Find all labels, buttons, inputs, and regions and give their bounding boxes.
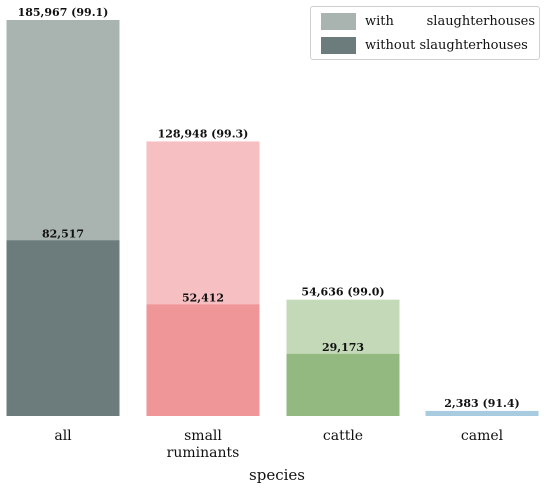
legend-label-with-rest: slaughterhouses [426, 13, 535, 29]
legend-item-without: without slaughterhouses [321, 35, 528, 55]
label-without-cattle: 29,173 [322, 341, 364, 354]
legend-swatch-with [321, 12, 356, 30]
bar-with-camel [425, 410, 539, 416]
legend-label-without: without slaughterhouses [365, 37, 528, 53]
legend: with slaughterhouses without slaughterho… [310, 6, 540, 60]
legend-label-with: with slaughterhouses [365, 14, 535, 29]
bar-without-small-ruminants [146, 304, 260, 416]
label-with-all: 185,967 (99.1) [18, 6, 109, 19]
label-with-cattle: 54,636 (99.0) [301, 286, 384, 299]
bar-without-all [6, 240, 120, 416]
legend-swatch-without [321, 36, 356, 54]
legend-item-with: with slaughterhouses [321, 11, 535, 31]
tick-label-all: all [54, 428, 72, 444]
label-without-small-ruminants: 52,412 [182, 291, 224, 304]
tick-label-cattle: cattle [323, 428, 363, 444]
label-with-camel: 2,383 (91.4) [444, 397, 519, 410]
x-axis-label: species [249, 466, 305, 484]
x-tick-labels-group: all small ruminants cattle camel [54, 428, 503, 461]
tick-label-camel: camel [461, 428, 504, 444]
label-without-all: 82,517 [42, 227, 84, 240]
data-labels-group: 185,967 (99.1) 82,517 128,948 (99.3) 52,412… [18, 6, 520, 410]
tick-label-small-ruminants: small ruminants [167, 428, 240, 461]
legend-label-with-word: with [365, 13, 394, 29]
bar-without-cattle [286, 353, 400, 416]
bars-group [6, 20, 539, 416]
label-with-small-ruminants: 128,948 (99.3) [158, 127, 249, 140]
